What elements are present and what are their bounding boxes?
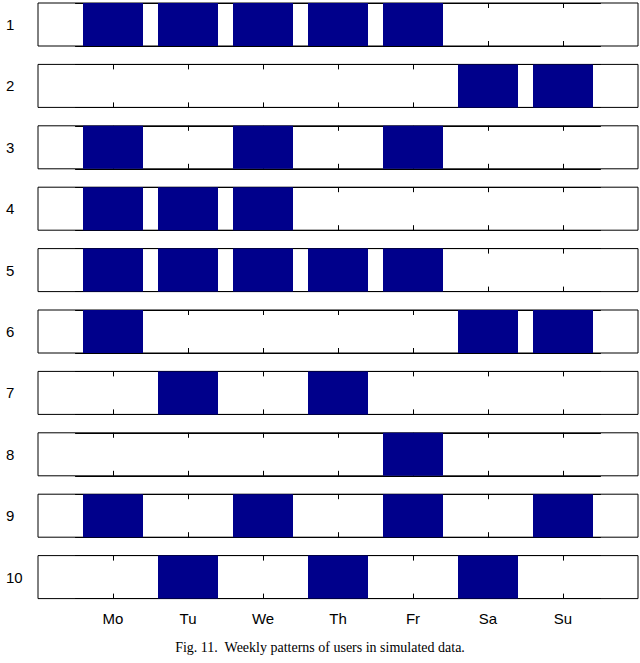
svg-text:We: We — [252, 610, 274, 627]
svg-text:6: 6 — [6, 323, 14, 340]
svg-text:Th: Th — [329, 610, 347, 627]
svg-text:10: 10 — [6, 569, 23, 586]
svg-text:5: 5 — [6, 262, 14, 279]
svg-text:3: 3 — [6, 139, 14, 156]
svg-text:4: 4 — [6, 200, 14, 217]
svg-text:2: 2 — [6, 77, 14, 94]
svg-text:Mo: Mo — [103, 610, 124, 627]
svg-text:Tu: Tu — [180, 610, 197, 627]
svg-text:9: 9 — [6, 507, 14, 524]
svg-text:7: 7 — [6, 384, 14, 401]
svg-text:Fig. 11. Weekly patterns of u: Fig. 11. Weekly patterns of users in sim… — [175, 640, 465, 655]
svg-text:Fr: Fr — [406, 610, 420, 627]
svg-text:Su: Su — [554, 610, 572, 627]
svg-text:Sa: Sa — [479, 610, 498, 627]
svg-text:8: 8 — [6, 446, 14, 463]
svg-text:1: 1 — [6, 16, 14, 33]
